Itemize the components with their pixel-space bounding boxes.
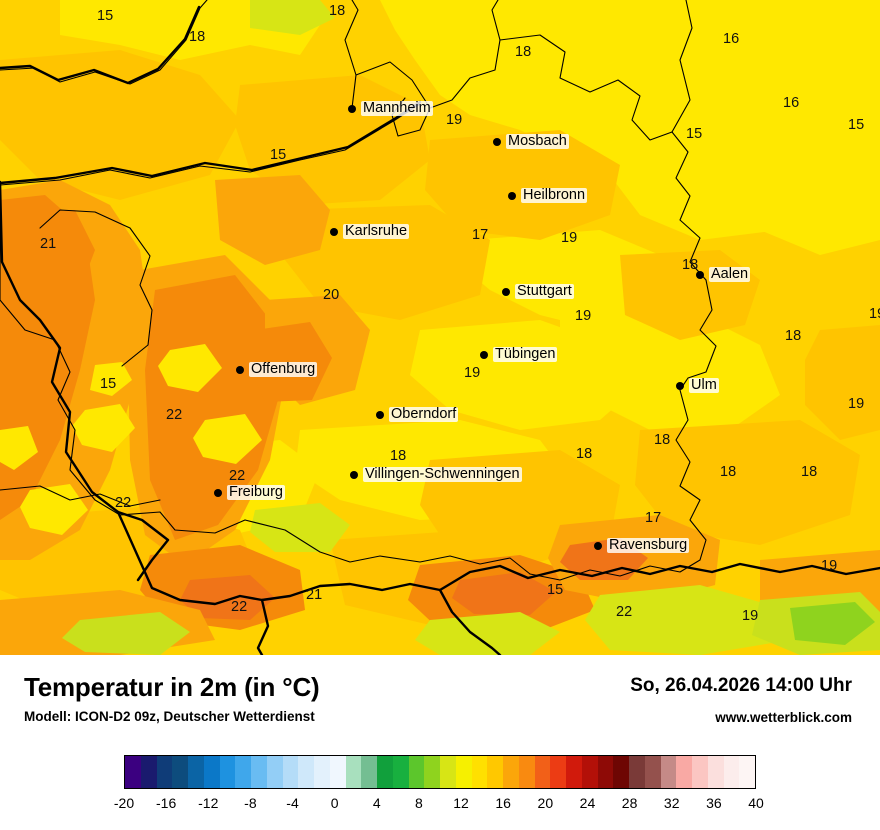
colorbar-swatch [140, 756, 157, 788]
colorbar-swatch [739, 756, 755, 788]
colorbar-tick: -4 [286, 795, 299, 811]
colorbar-swatch [251, 756, 267, 788]
model-subtitle: Modell: ICON-D2 09z, Deutscher Wetterdie… [24, 709, 315, 724]
colorbar-swatch [172, 756, 188, 788]
colorbar-tick: 24 [579, 795, 596, 811]
colorbar-tick: 28 [621, 795, 638, 811]
colorbar-swatch [392, 756, 409, 788]
colorbar-swatch [282, 756, 299, 788]
colorbar-swatch [408, 756, 425, 788]
map-title: Temperatur in 2m (in °C) [24, 672, 320, 702]
colorbar-swatch [723, 756, 740, 788]
colorbar-swatch [707, 756, 724, 788]
colorbar-swatch [597, 756, 614, 788]
colorbar-tick: -16 [156, 795, 177, 811]
colorbar-swatch [440, 756, 456, 788]
colorbar-swatch [550, 756, 566, 788]
valid-datetime: So, 26.04.2026 14:00 Uhr [630, 675, 852, 696]
colorbar-tick: 20 [537, 795, 554, 811]
colorbar-swatch [534, 756, 551, 788]
colorbar-swatch [424, 756, 440, 788]
colorbar-swatch [518, 756, 535, 788]
colorbar-swatch [613, 756, 629, 788]
colorbar-tick: 16 [495, 795, 511, 811]
map-footer: Temperatur in 2m (in °C) Modell: ICON-D2… [0, 655, 880, 830]
colorbar-swatch [266, 756, 283, 788]
colorbar-legend: -20 -16 -12 -8 -4 0 4 8 12 16 20 24 28 32 36 40 [0, 755, 880, 827]
colorbar-swatch [188, 756, 204, 788]
colorbar-swatch [566, 756, 582, 788]
colorbar-tick-labels: -20 -16 -12 -8 -4 0 4 8 12 16 20 24 28 32 36 40 [114, 791, 764, 821]
colorbar-swatch [471, 756, 488, 788]
colorbar-swatch [377, 756, 393, 788]
colorbar-swatch [314, 756, 330, 788]
colorbar-swatch [156, 756, 173, 788]
colorbar-tick: 40 [748, 795, 764, 811]
colorbar-swatch [219, 756, 236, 788]
colorbar-swatch [298, 756, 314, 788]
colorbar-tick: -8 [244, 795, 257, 811]
colorbar-swatches [124, 755, 756, 789]
colorbar-tick: -20 [113, 795, 135, 811]
colorbar-swatch [329, 756, 346, 788]
colorbar-swatch [503, 756, 519, 788]
colorbar-tick: 0 [330, 795, 339, 811]
colorbar-swatch [644, 756, 661, 788]
colorbar-tick: 36 [706, 795, 722, 811]
colorbar-tick: 12 [453, 795, 469, 811]
website-label: www.wetterblick.com [715, 710, 852, 725]
colorbar-swatch [455, 756, 472, 788]
temperature-field [0, 0, 880, 655]
colorbar-tick: 8 [415, 795, 423, 811]
colorbar-swatch [203, 756, 220, 788]
colorbar-tick: 32 [663, 795, 680, 811]
colorbar-tick: -12 [198, 795, 219, 811]
colorbar-tick: 4 [372, 795, 381, 811]
colorbar-swatch [692, 756, 708, 788]
colorbar-swatch [235, 756, 251, 788]
colorbar-swatch [660, 756, 677, 788]
colorbar-swatch [361, 756, 377, 788]
colorbar-swatch [125, 756, 141, 788]
colorbar-swatch [629, 756, 645, 788]
colorbar-swatch [345, 756, 362, 788]
temperature-map[interactable]: Mannheim Mosbach Heilbronn Karlsruhe Stuttga… [0, 0, 880, 657]
colorbar-swatch [487, 756, 503, 788]
colorbar-swatch [581, 756, 598, 788]
colorbar-swatch [676, 756, 692, 788]
